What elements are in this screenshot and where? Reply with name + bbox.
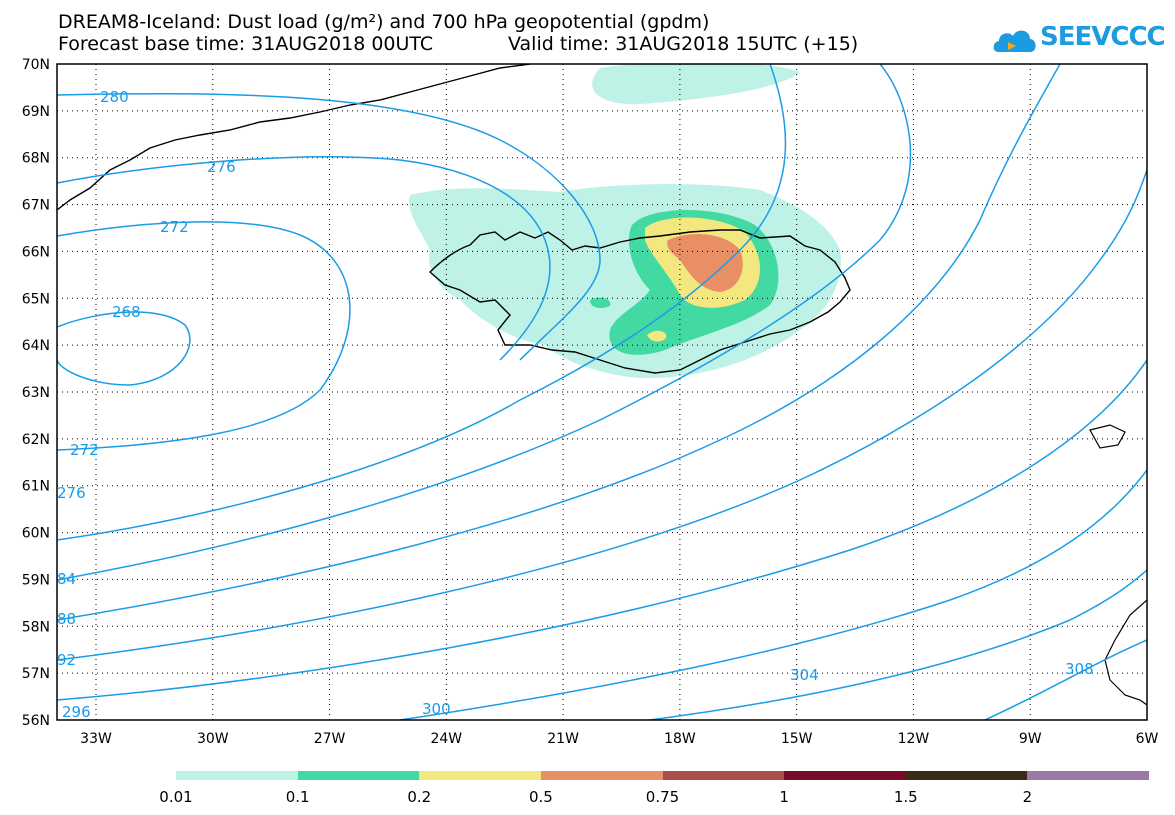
- longitude-label: 30W: [197, 731, 229, 747]
- latitude-label: 63N: [22, 385, 50, 401]
- longitude-label: 24W: [430, 731, 462, 747]
- colorbar-swatch: [662, 771, 785, 780]
- colorbar-label: 0.01: [159, 788, 193, 806]
- longitude-label: 12W: [898, 731, 930, 747]
- longitude-labels: 33W 30W 27W 24W 21W 18W 15W 12W 9W 6W: [80, 731, 1158, 747]
- dust-field: [409, 64, 841, 379]
- colorbar-label: 1.5: [893, 788, 918, 806]
- logo-text: SEEVCCC: [1040, 22, 1166, 52]
- lat-lon-grid: [57, 64, 1147, 720]
- contour-label: 272: [70, 441, 99, 459]
- colorbar-swatch: [176, 771, 298, 780]
- contour-label: 296: [62, 703, 91, 721]
- latitude-label: 60N: [22, 526, 50, 542]
- longitude-label: 21W: [547, 731, 579, 747]
- longitude-label: 27W: [314, 731, 346, 747]
- longitude-label: 15W: [781, 731, 813, 747]
- latitude-label: 67N: [22, 198, 50, 214]
- contour-label: 308: [1065, 660, 1094, 678]
- colorbar-label: 0.5: [528, 788, 553, 806]
- longitude-label: 18W: [664, 731, 696, 747]
- colorbar-swatch: [419, 771, 541, 780]
- latitude-label: 65N: [22, 291, 50, 307]
- latitude-label: 66N: [22, 244, 50, 260]
- contour-label: 276: [207, 158, 236, 176]
- latitude-label: 56N: [22, 713, 50, 729]
- cloud-logo-icon: [993, 30, 1036, 52]
- contour-labels: 280 276 272 268 272 276 84 88 92 296 300…: [57, 88, 1094, 721]
- longitude-label: 9W: [1019, 731, 1042, 747]
- geopotential-contours: [57, 64, 1147, 720]
- contour-label: 276: [57, 484, 86, 502]
- scotland-coastline: [1104, 599, 1147, 706]
- colorbar-swatch: [905, 771, 1028, 780]
- latitude-label: 69N: [22, 104, 50, 120]
- map-subtitle-base: Forecast base time: 31AUG2018 00UTC: [58, 33, 434, 55]
- contour-label: 92: [57, 651, 76, 669]
- colorbar-swatch: [1027, 771, 1149, 780]
- latitude-label: 64N: [22, 338, 50, 354]
- colorbar-label: 0.75: [645, 788, 680, 806]
- latitude-label: 68N: [22, 151, 50, 167]
- faroe-coastline: [1089, 424, 1126, 449]
- colorbar-swatch: [297, 771, 420, 780]
- latitude-label: 58N: [22, 619, 50, 635]
- colorbar-swatch: [784, 771, 906, 780]
- contour-label: 272: [160, 218, 189, 236]
- latitude-label: 61N: [22, 479, 50, 495]
- plot-frame: [56, 63, 1148, 721]
- iceland-coastline: [428, 229, 851, 374]
- contour-label: 88: [57, 610, 76, 628]
- latitude-label: 70N: [22, 57, 50, 73]
- latitude-labels: 70N 69N 68N 67N 66N 65N 64N 63N 62N 61N 60N 59N 58N 5…: [22, 57, 50, 729]
- latitude-label: 62N: [22, 432, 50, 448]
- longitude-label: 33W: [80, 731, 112, 747]
- contour-label: 280: [100, 88, 129, 106]
- latitude-label: 59N: [22, 572, 50, 588]
- colorbar-label: 2: [1022, 788, 1033, 806]
- contour-label: 300: [422, 700, 451, 718]
- colorbar-label: 0.1: [285, 788, 310, 806]
- greenland-coastline: [57, 64, 531, 211]
- contour-label: 304: [790, 666, 819, 684]
- colorbar-label: 0.2: [407, 788, 432, 806]
- colorbar-label: 1: [779, 788, 789, 806]
- latitude-label: 57N: [22, 666, 50, 682]
- contour-label: 84: [57, 570, 76, 588]
- longitude-label: 6W: [1136, 731, 1159, 747]
- colorbar-swatch: [540, 771, 663, 780]
- contour-label: 268: [112, 303, 141, 321]
- map-subtitle-valid: Valid time: 31AUG2018 15UTC (+15): [508, 33, 859, 55]
- map-title: DREAM8-Iceland: Dust load (g/m²) and 700…: [58, 11, 710, 33]
